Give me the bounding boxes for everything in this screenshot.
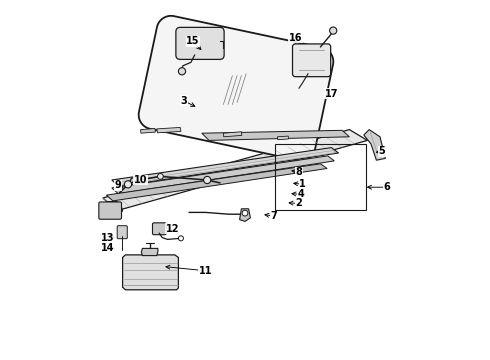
Polygon shape <box>103 130 368 211</box>
Text: 14: 14 <box>101 243 114 253</box>
Circle shape <box>178 236 183 241</box>
Circle shape <box>242 210 248 216</box>
Circle shape <box>330 27 337 34</box>
Text: 10: 10 <box>134 175 147 185</box>
Text: 11: 11 <box>198 266 212 276</box>
Polygon shape <box>240 209 250 221</box>
Text: 1: 1 <box>299 179 306 189</box>
FancyBboxPatch shape <box>176 27 224 59</box>
Polygon shape <box>157 127 181 133</box>
Circle shape <box>178 68 186 75</box>
Polygon shape <box>103 202 122 218</box>
Circle shape <box>124 181 132 188</box>
Polygon shape <box>106 164 327 201</box>
Polygon shape <box>122 255 178 290</box>
Polygon shape <box>277 136 289 140</box>
Polygon shape <box>223 132 242 137</box>
Polygon shape <box>141 248 158 256</box>
Text: 3: 3 <box>180 96 187 106</box>
Text: 8: 8 <box>295 167 302 177</box>
Text: 12: 12 <box>166 224 179 234</box>
Circle shape <box>204 176 211 184</box>
Polygon shape <box>364 130 386 160</box>
Polygon shape <box>112 156 334 194</box>
Polygon shape <box>202 130 349 140</box>
FancyBboxPatch shape <box>293 44 331 77</box>
Text: 7: 7 <box>270 211 277 221</box>
Text: 17: 17 <box>325 89 338 99</box>
FancyBboxPatch shape <box>99 202 122 219</box>
FancyBboxPatch shape <box>152 223 166 235</box>
Text: 15: 15 <box>186 36 199 46</box>
Polygon shape <box>139 16 333 161</box>
Polygon shape <box>112 148 339 186</box>
Polygon shape <box>141 129 155 133</box>
Text: 13: 13 <box>101 233 114 243</box>
Text: 6: 6 <box>384 182 391 192</box>
Text: 4: 4 <box>297 189 304 199</box>
Text: 16: 16 <box>289 33 302 43</box>
Text: 5: 5 <box>378 146 385 156</box>
Circle shape <box>157 174 163 179</box>
Text: 9: 9 <box>115 180 122 190</box>
Text: 2: 2 <box>295 198 302 208</box>
FancyBboxPatch shape <box>117 226 127 239</box>
